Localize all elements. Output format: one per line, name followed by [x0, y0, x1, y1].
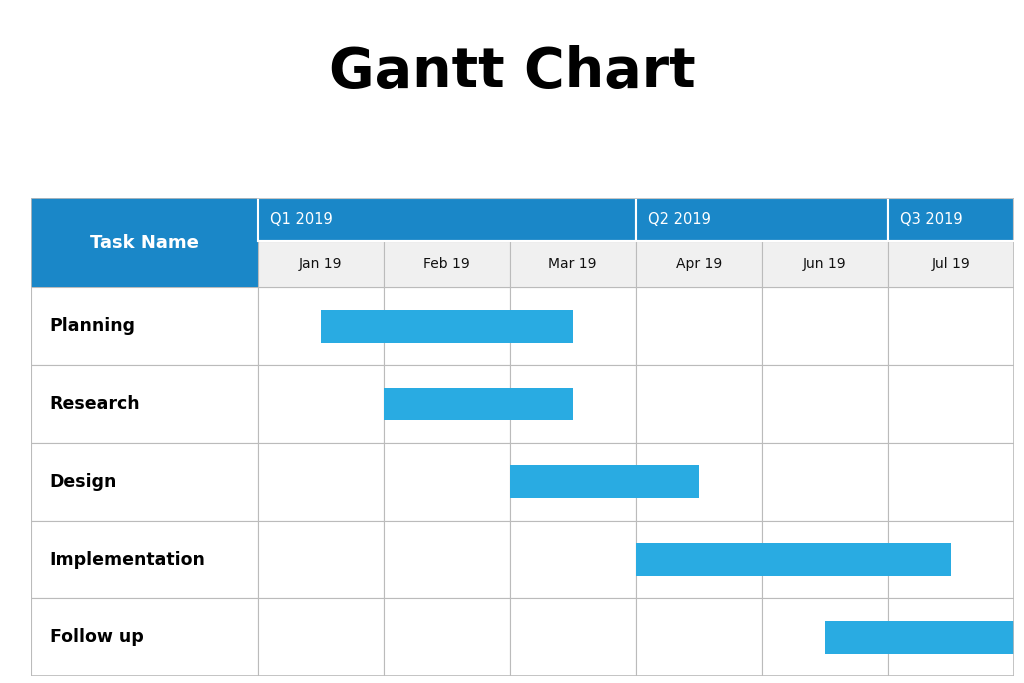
Text: Jun 19: Jun 19	[803, 257, 847, 271]
Bar	[258, 365, 384, 443]
Bar	[31, 520, 258, 598]
Text: Gantt Chart: Gantt Chart	[329, 44, 695, 99]
Text: Q1 2019: Q1 2019	[270, 212, 333, 227]
Bar	[31, 198, 258, 288]
Bar	[636, 443, 762, 520]
Bar	[31, 443, 258, 520]
Text: Q3 2019: Q3 2019	[900, 212, 963, 227]
Bar	[510, 365, 636, 443]
Bar	[636, 241, 762, 288]
Text: Design: Design	[49, 473, 117, 491]
Bar	[384, 598, 510, 676]
Bar	[888, 598, 1014, 676]
Bar	[31, 288, 258, 365]
Bar	[636, 198, 888, 241]
Text: Implementation: Implementation	[49, 550, 206, 568]
Bar	[636, 365, 762, 443]
Bar	[258, 241, 384, 288]
Text: Follow up: Follow up	[49, 628, 143, 646]
Bar	[888, 198, 1014, 241]
Text: Q2 2019: Q2 2019	[648, 212, 711, 227]
Text: Research: Research	[49, 395, 140, 413]
Text: Apr 19: Apr 19	[676, 257, 722, 271]
Text: Feb 19: Feb 19	[423, 257, 470, 271]
Bar	[31, 365, 258, 443]
Bar	[510, 520, 636, 598]
Bar	[510, 598, 636, 676]
Bar	[888, 241, 1014, 288]
Bar	[762, 520, 888, 598]
Bar	[888, 443, 1014, 520]
Bar	[384, 520, 510, 598]
Bar	[258, 288, 384, 365]
Bar	[258, 443, 384, 520]
Bar	[510, 241, 636, 288]
Text: Planning: Planning	[49, 318, 135, 335]
Bar	[258, 520, 384, 598]
Bar	[510, 466, 698, 498]
Bar	[384, 388, 572, 421]
Text: Jan 19: Jan 19	[299, 257, 342, 271]
Bar	[384, 443, 510, 520]
Bar	[888, 520, 1014, 598]
Bar	[384, 241, 510, 288]
Bar	[824, 621, 1014, 654]
Text: Mar 19: Mar 19	[549, 257, 597, 271]
Bar	[762, 443, 888, 520]
Bar	[636, 598, 762, 676]
Bar	[636, 520, 762, 598]
Bar	[384, 365, 510, 443]
Bar	[762, 365, 888, 443]
Bar	[258, 598, 384, 676]
Bar	[888, 288, 1014, 365]
Bar	[321, 310, 572, 343]
Bar	[762, 241, 888, 288]
Bar	[762, 598, 888, 676]
Text: Jul 19: Jul 19	[932, 257, 970, 271]
Bar	[384, 288, 510, 365]
Bar	[636, 288, 762, 365]
Text: Task Name: Task Name	[90, 234, 199, 252]
Bar	[762, 288, 888, 365]
Bar	[510, 288, 636, 365]
Bar	[31, 598, 258, 676]
Bar	[258, 198, 636, 241]
Bar	[636, 543, 950, 576]
Bar	[510, 443, 636, 520]
Bar	[888, 365, 1014, 443]
